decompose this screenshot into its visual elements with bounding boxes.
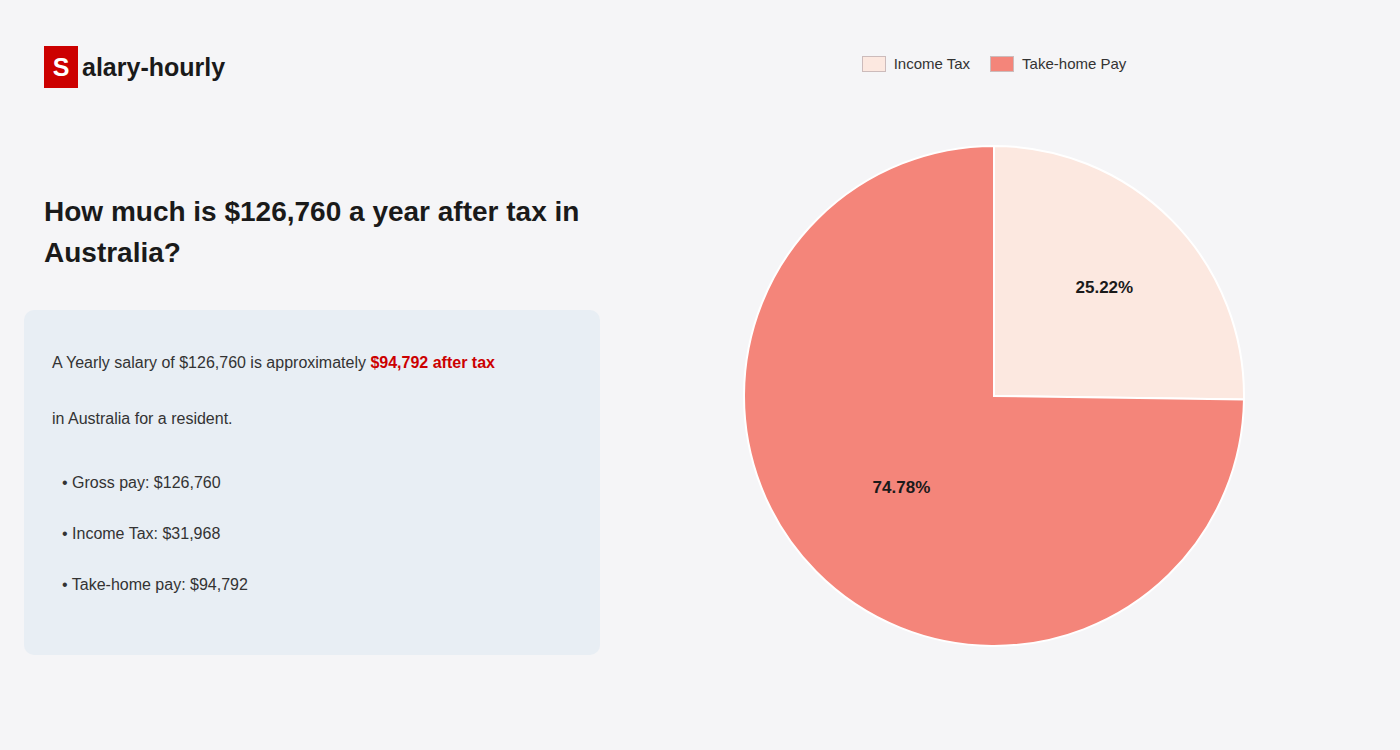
html-text:A Yearly salary of $126,760 is: A Yearly salary of $126,760 is approxima… bbox=[52, 354, 495, 371]
html-text:• Income Tax: $31,968: • Income Tax: $31,968 bbox=[62, 525, 221, 542]
html-text:• Take-home pay: $94,792: • Take-home pay: $94,792 bbox=[62, 576, 248, 593]
svg-text:25.22%: 25.22% bbox=[1076, 278, 1134, 297]
html-text:alary-hourly: alary-hourly bbox=[82, 52, 226, 81]
html-text:Income Tax: Income Tax bbox=[893, 55, 971, 72]
html-text:S: S bbox=[52, 52, 70, 81]
html-text:How much is $126,760 a year af: How much is $126,760 a year after tax in… bbox=[44, 196, 580, 268]
html-text:• Gross pay: $126,760: • Gross pay: $126,760 bbox=[62, 474, 221, 491]
html-text:Take-home Pay: Take-home Pay bbox=[1022, 55, 1127, 72]
svg-text:74.78%: 74.78% bbox=[873, 478, 931, 497]
html-text:in Australia for a resident.: in Australia for a resident. bbox=[52, 410, 233, 427]
